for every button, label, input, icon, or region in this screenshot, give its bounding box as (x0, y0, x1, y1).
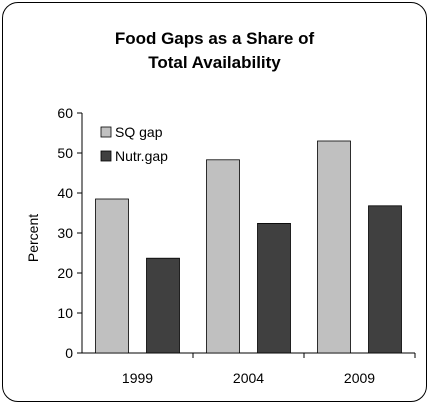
y-tick-label: 50 (57, 145, 73, 161)
chart-title-line2: Total Availability (148, 53, 281, 72)
y-tick-label: 20 (57, 265, 73, 281)
y-tick-label: 30 (57, 225, 73, 241)
bars (95, 140, 402, 354)
y-tick-label: 60 (57, 105, 73, 121)
bar-sq-gap-2009 (317, 140, 351, 354)
y-tick-label: 40 (57, 185, 73, 201)
chart-title: Food Gaps as a Share of Total Availabili… (3, 27, 426, 75)
bar-nutr-gap-1999 (146, 257, 180, 354)
y-tick-label: 0 (65, 345, 73, 361)
legend-swatch (100, 150, 112, 162)
x-tick-label: 1999 (122, 370, 153, 386)
bar-nutr-gap-2004 (257, 222, 291, 354)
chart-title-line1: Food Gaps as a Share of (114, 29, 315, 48)
legend: SQ gap Nutr.gap (100, 124, 168, 164)
bar-nutr-gap-2009 (368, 205, 402, 354)
axes: 0 10 20 30 40 50 60 1999 2004 2009 (57, 105, 416, 386)
bar-sq-gap-1999 (95, 198, 129, 354)
legend-label: SQ gap (115, 124, 163, 140)
bar-sq-gap-2004 (206, 159, 240, 354)
legend-swatch (100, 126, 112, 138)
x-tick-label: 2009 (344, 370, 375, 386)
legend-label: Nutr.gap (115, 148, 168, 164)
x-tick-label: 2004 (233, 370, 264, 386)
y-tick-label: 10 (57, 305, 73, 321)
y-axis-label: Percent (25, 214, 41, 262)
